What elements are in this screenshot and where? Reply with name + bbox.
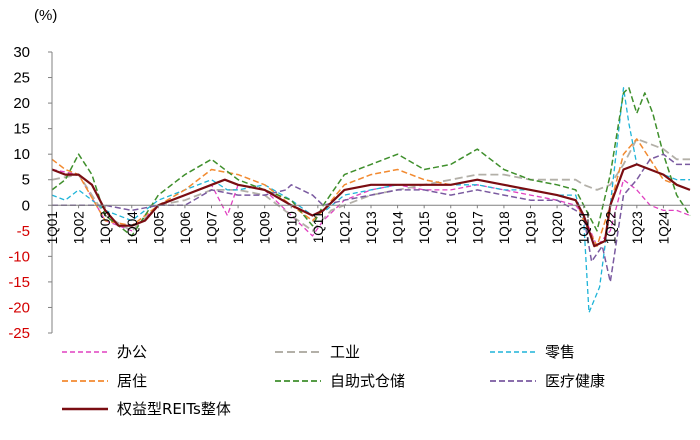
y-tick-label: 20 <box>13 95 30 112</box>
y-tick-label: 5 <box>22 172 30 189</box>
x-tick-label: 1Q09 <box>258 211 273 244</box>
x-tick-label: 1Q13 <box>364 211 379 244</box>
x-tick-label: 1Q19 <box>524 211 539 244</box>
y-tick-label: 0 <box>22 197 30 214</box>
x-tick-label: 1Q10 <box>284 211 299 244</box>
y-tick-label: -15 <box>8 274 30 291</box>
x-tick-label: 1Q17 <box>470 211 485 244</box>
x-tick-label: 1Q23 <box>630 211 645 244</box>
x-tick-label: 1Q08 <box>231 211 246 244</box>
y-tick-label: -25 <box>8 325 30 342</box>
legend-label-5: 医疗健康 <box>545 372 605 390</box>
legend-label-6: 权益型REITs整体 <box>117 400 231 418</box>
x-tick-label: 1Q14 <box>391 211 406 245</box>
y-tick-label: 10 <box>13 146 30 163</box>
y-tick-label: -5 <box>17 223 30 240</box>
series-line-4 <box>51 87 691 237</box>
x-tick-label: 1Q07 <box>205 211 220 244</box>
x-tick-label: 1Q18 <box>497 211 512 244</box>
series-layer <box>51 87 691 314</box>
x-tick-label: 1Q11 <box>311 211 326 243</box>
y-tick-label: -20 <box>8 299 30 316</box>
y-tick-label: -10 <box>8 248 30 265</box>
series-line-5 <box>52 153 690 283</box>
x-tick-label: 1Q02 <box>72 211 87 244</box>
y-tick-label: 25 <box>13 70 30 87</box>
legend-label-3: 居住 <box>117 372 147 390</box>
y-tick-label: 30 <box>13 44 30 61</box>
legend-label-2: 零售 <box>545 343 575 361</box>
x-tick-label: 1Q01 <box>45 211 60 244</box>
x-tick-label: 1Q20 <box>550 211 565 244</box>
x-tick-label: 1Q24 <box>656 211 671 245</box>
x-tick-label: 1Q21 <box>577 211 592 244</box>
y-axis-unit-label: (%) <box>34 7 57 24</box>
y-tick-label: 15 <box>13 121 30 138</box>
x-tick-label: 1Q06 <box>178 211 193 244</box>
legend-label-1: 工业 <box>330 343 360 361</box>
legend-label-0: 办公 <box>117 343 147 361</box>
x-tick-label: 1Q22 <box>603 211 618 244</box>
series-line-2 <box>51 87 690 314</box>
x-tick-label: 1Q05 <box>151 211 166 244</box>
x-tick-label: 1Q16 <box>444 211 459 244</box>
legend-label-4: 自助式仓储 <box>330 372 405 390</box>
x-tick-label: 1Q04 <box>125 211 140 245</box>
x-tick-label: 1Q12 <box>337 211 352 244</box>
x-tick-label: 1Q15 <box>417 211 432 244</box>
axis-layer: 30 25 20 15 10 5 0 -5 -10 -15 -20 -25 1Q01 1Q02 1Q03 1Q… <box>8 44 690 342</box>
x-tick-label: 1Q03 <box>98 211 113 244</box>
